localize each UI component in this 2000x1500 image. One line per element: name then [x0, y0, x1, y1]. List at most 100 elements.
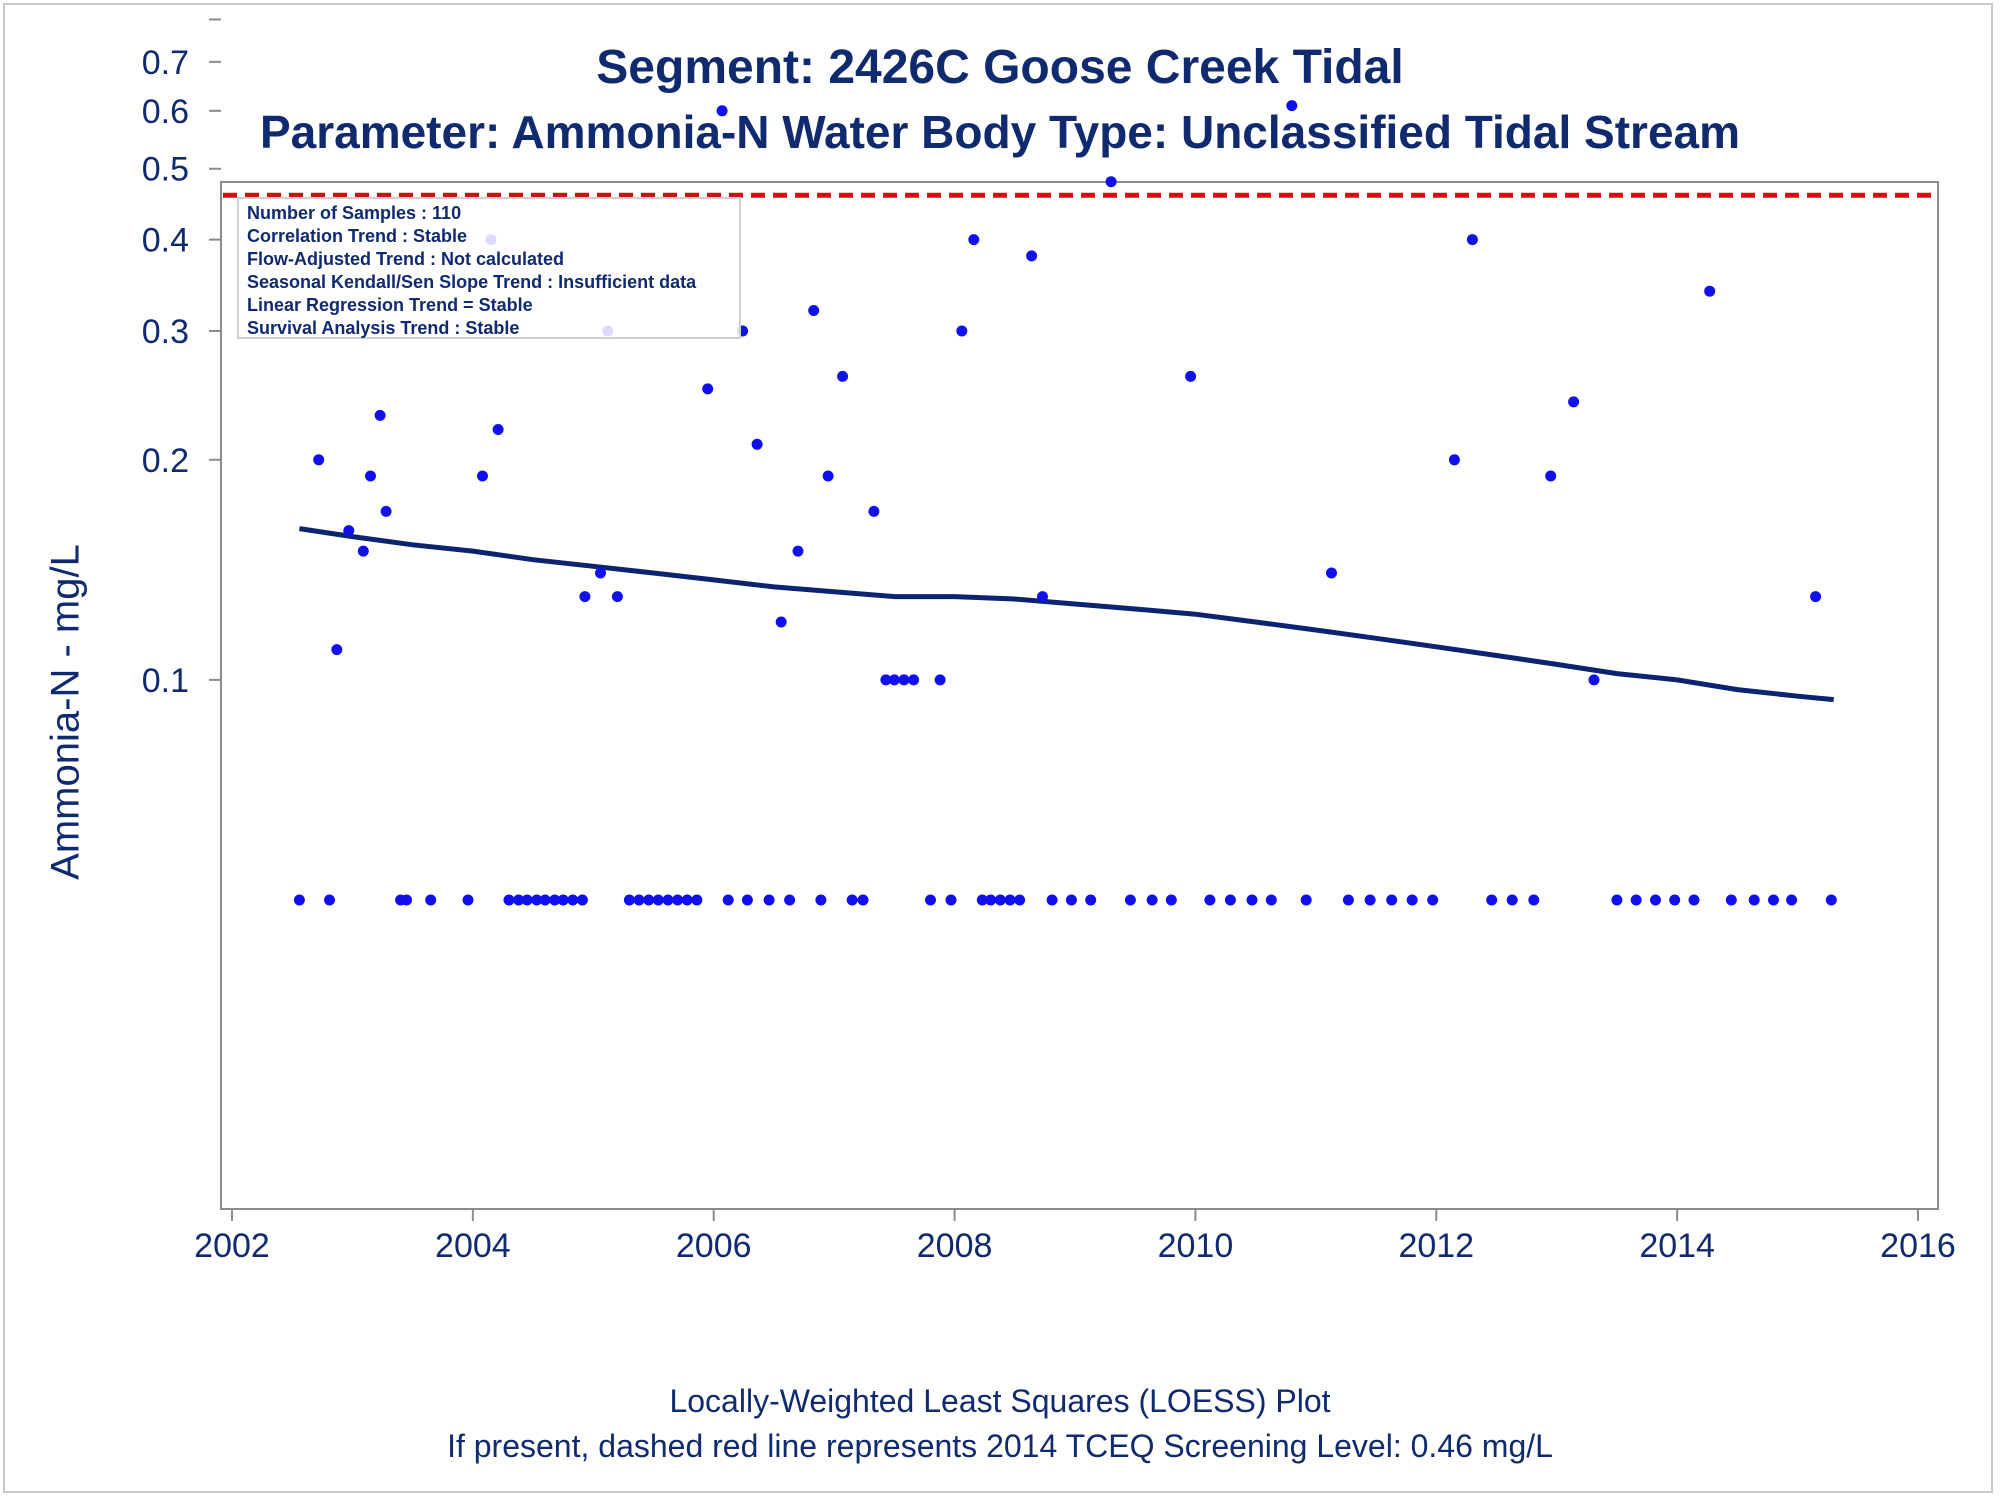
data-point [293, 894, 305, 906]
data-point [716, 105, 728, 117]
data-point [595, 567, 606, 579]
data-point [822, 470, 834, 482]
data-point [792, 545, 804, 557]
chart-title: Segment: 2426C Goose Creek Tidal [596, 41, 1404, 94]
chart-frame [3, 3, 1993, 1493]
data-point [1725, 894, 1737, 906]
data-point [425, 894, 437, 906]
data-point [1165, 894, 1177, 906]
y-tick-label: 0.4 [142, 222, 189, 260]
data-point [1185, 370, 1197, 382]
stat-correlation-trend: Correlation Trend : Stable [247, 226, 468, 246]
data-point [1669, 894, 1681, 906]
data-point [652, 894, 664, 906]
data-point [401, 894, 413, 906]
stat-survival-analysis-trend: Survival Analysis Trend : Stable [247, 318, 520, 338]
data-point [1105, 176, 1117, 188]
data-point [374, 409, 386, 421]
x-tick-label: 2014 [1639, 1227, 1715, 1265]
data-point [1748, 894, 1760, 906]
x-tick-label: 2016 [1880, 1227, 1956, 1265]
data-point [503, 894, 515, 906]
footnote-screening-level: If present, dashed red line represents 2… [447, 1428, 1553, 1464]
x-tick-label: 2010 [1158, 1227, 1234, 1265]
data-point [462, 894, 474, 906]
data-point [1014, 894, 1026, 906]
data-point [857, 894, 869, 906]
data-point [994, 894, 1006, 906]
data-point [1300, 894, 1312, 906]
data-point [968, 234, 980, 246]
data-point [313, 454, 325, 466]
data-point [1650, 894, 1661, 906]
data-point [888, 674, 900, 686]
x-tick-label: 2006 [676, 1227, 752, 1265]
data-point [611, 591, 623, 603]
data-point [643, 894, 655, 906]
data-point [365, 470, 376, 482]
plot-border [220, 181, 1939, 1210]
footnote-loess: Locally-Weighted Least Squares (LOESS) P… [669, 1383, 1331, 1419]
data-point [1026, 250, 1038, 262]
x-tick-label: 2012 [1398, 1227, 1474, 1265]
data-point [908, 674, 920, 686]
x-tick-label: 2002 [194, 1227, 270, 1265]
data-point [775, 616, 787, 628]
data-point [1545, 470, 1557, 482]
data-point [1326, 567, 1337, 579]
data-point [576, 894, 588, 906]
data-point [492, 424, 504, 435]
data-point [898, 674, 910, 686]
data-point [1085, 894, 1097, 906]
data-point [343, 525, 355, 537]
loess-curve [299, 526, 1834, 703]
data-point [808, 305, 820, 316]
data-point [945, 894, 957, 906]
data-point [1386, 894, 1398, 906]
data-point [1146, 894, 1158, 906]
data-point [1004, 894, 1016, 906]
data-point [567, 894, 579, 906]
y-tick-label: 0.6 [142, 93, 189, 131]
data-point [1768, 894, 1779, 906]
stat-flow-adjusted-trend: Flow-Adjusted Trend : Not calculated [247, 249, 565, 269]
stat-seasonal-kendall-trend: Seasonal Kendall/Sen Slope Trend : Insuf… [247, 272, 697, 292]
data-point [1065, 894, 1077, 906]
data-point [477, 470, 488, 482]
data-point [868, 505, 880, 517]
data-point [1486, 894, 1498, 906]
data-point [691, 894, 703, 906]
data-point [1825, 894, 1837, 906]
data-point [633, 894, 645, 906]
data-point [1786, 894, 1798, 906]
data-point [880, 674, 892, 686]
data-point [579, 591, 591, 603]
data-point [1427, 894, 1439, 906]
data-point [763, 894, 775, 906]
data-point [521, 894, 533, 906]
stat-sample-count: Number of Samples : 110 [247, 203, 462, 223]
data-point [1286, 100, 1298, 112]
data-point [1466, 234, 1478, 246]
data-point [1342, 894, 1354, 906]
data-point [357, 545, 369, 557]
data-point [925, 894, 936, 906]
data-point [681, 894, 693, 906]
data-point [1448, 454, 1460, 466]
data-point [331, 644, 343, 656]
data-point [1406, 894, 1418, 906]
data-point [1630, 894, 1642, 906]
data-point [1688, 894, 1700, 906]
data-point [1528, 894, 1540, 906]
data-point [380, 505, 392, 517]
data-point [1037, 591, 1048, 603]
data-point [1204, 894, 1216, 906]
trend-stats-box: Number of Samples : 110 Correlation Tren… [237, 197, 741, 339]
data-point [549, 894, 561, 906]
data-point [934, 674, 946, 686]
data-point [1224, 894, 1236, 906]
data-point [702, 383, 714, 395]
data-point [539, 894, 551, 906]
data-point [815, 894, 827, 906]
